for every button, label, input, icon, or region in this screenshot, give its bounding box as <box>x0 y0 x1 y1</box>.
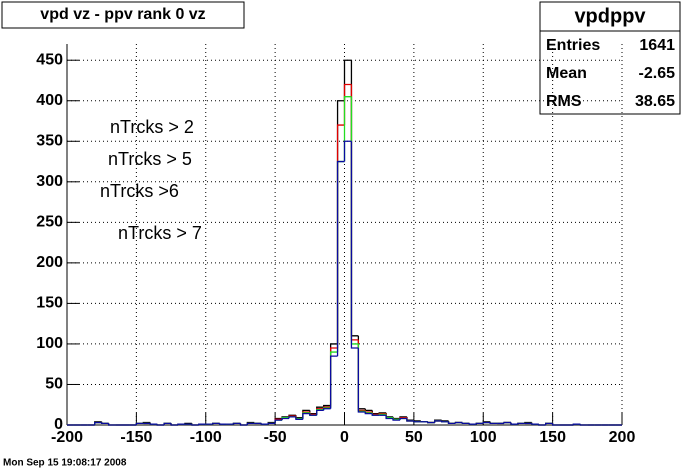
histogram-bin <box>260 423 269 425</box>
histogram-bin <box>538 424 546 426</box>
histogram-bin <box>295 416 303 420</box>
histogram-bin <box>510 422 518 425</box>
histogram-bin <box>482 421 491 424</box>
stats-value: 1641 <box>639 37 675 54</box>
histogram-bin <box>274 419 283 424</box>
histogram-bin <box>316 409 324 416</box>
histogram-bin <box>170 423 178 426</box>
stats-box <box>539 1 681 115</box>
histogram-bin <box>218 423 227 425</box>
x-tick-label: -100 <box>190 429 222 446</box>
y-tick-label: 200 <box>36 254 63 271</box>
histogram-bin <box>350 141 359 349</box>
histogram-bin <box>551 423 560 426</box>
x-tick-label: 0 <box>340 429 349 446</box>
histogram-bin <box>392 418 400 421</box>
histogram-bin <box>267 422 276 425</box>
histogram-bin <box>468 423 477 425</box>
histogram-bin <box>323 408 331 411</box>
histogram-bin <box>281 417 289 421</box>
legend-label: nTrcks > 2 <box>110 117 194 137</box>
legend-label: nTrcks > 5 <box>108 149 192 169</box>
y-tick-label: 50 <box>45 376 63 393</box>
histogram-bin <box>288 416 296 419</box>
histogram-bin <box>357 347 366 413</box>
histogram-bin <box>232 422 241 425</box>
y-tick-label: 100 <box>36 335 63 352</box>
histogram-bin <box>336 160 345 357</box>
histogram-bin <box>135 422 144 425</box>
histogram-bin <box>309 413 317 416</box>
stats-label: Entries <box>546 37 600 54</box>
histogram-bin <box>191 424 199 426</box>
histogram-bin <box>413 420 421 423</box>
histogram-bin <box>364 412 373 415</box>
x-tick-label: -50 <box>264 429 287 446</box>
histogram-bin <box>177 423 185 425</box>
y-tick-label: 300 <box>36 173 63 190</box>
x-tick-label: 100 <box>470 429 497 446</box>
histogram-bin <box>545 422 553 425</box>
legend-label: nTrcks > 7 <box>118 223 202 243</box>
y-tick-label: 350 <box>36 132 63 149</box>
histogram-bin <box>572 423 581 425</box>
histogram-bin <box>434 420 442 423</box>
y-tick-label: 400 <box>36 92 63 109</box>
histogram-bin <box>447 421 456 425</box>
stats-value: -2.65 <box>639 65 676 82</box>
histogram-bin <box>454 421 463 424</box>
x-tick-label: -150 <box>120 429 152 446</box>
histogram-bin <box>531 423 539 425</box>
y-tick-label: 0 <box>54 416 63 433</box>
histogram-bin <box>343 96 352 162</box>
histogram-bin <box>149 423 158 425</box>
histogram-bin <box>302 413 310 420</box>
histogram-bin <box>475 422 484 425</box>
histogram-bin <box>371 413 380 416</box>
histogram-bin <box>329 355 338 409</box>
timestamp: Mon Sep 15 19:08:17 2008 <box>3 458 127 469</box>
y-tick-label: 450 <box>36 51 63 68</box>
histogram-bin <box>427 421 435 424</box>
x-tick-label: 50 <box>405 429 423 446</box>
legend-label: nTrcks >6 <box>100 181 179 201</box>
histogram-bin <box>385 415 394 420</box>
stats-label: Mean <box>546 65 587 82</box>
stats-value: 38.65 <box>635 93 675 110</box>
histogram-bin <box>517 422 525 425</box>
histogram-bin <box>440 420 449 423</box>
histogram-bin <box>406 418 414 422</box>
title-box <box>1 1 245 29</box>
y-tick-label: 150 <box>36 295 63 312</box>
histogram-bin <box>461 422 470 425</box>
histogram-bin <box>94 421 102 425</box>
stats-label: RMS <box>546 93 582 110</box>
histogram-bin <box>246 422 255 425</box>
histogram-bin <box>107 423 116 426</box>
histogram-bin <box>156 424 165 426</box>
x-tick-label: 150 <box>539 429 566 446</box>
histogram-bin <box>239 423 248 426</box>
histogram-bin <box>101 422 109 425</box>
histogram-bin <box>503 421 511 424</box>
histogram-bin <box>198 423 206 425</box>
histogram-bin <box>212 422 220 425</box>
histogram-bin <box>489 422 498 425</box>
stats-title: vpdppv <box>574 5 646 27</box>
histogram-bin <box>579 424 588 426</box>
x-tick-label: -200 <box>51 429 83 446</box>
x-tick-label: 200 <box>609 429 636 446</box>
histogram-bin <box>163 422 172 425</box>
y-tick-label: 250 <box>36 214 63 231</box>
histogram-bin <box>343 140 352 162</box>
chart-title: vpd vz - ppv rank 0 vz <box>40 6 205 23</box>
histogram-bin <box>399 417 407 421</box>
